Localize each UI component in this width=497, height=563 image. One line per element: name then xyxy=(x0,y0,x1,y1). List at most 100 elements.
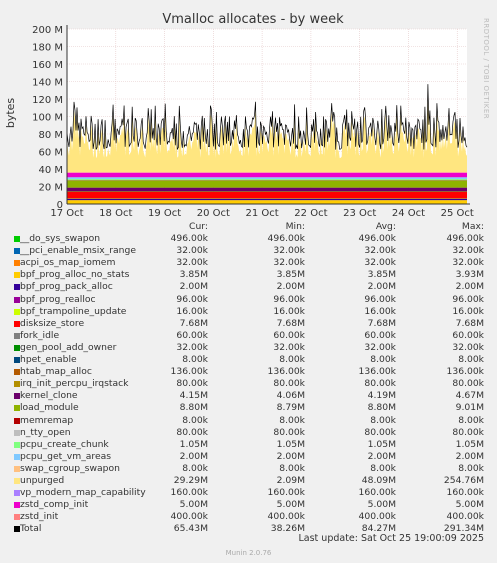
legend-avg: 32.00k xyxy=(364,257,396,269)
x-tick-label: 23 Oct xyxy=(343,208,376,219)
legend-min: 32.00k xyxy=(273,341,305,353)
legend-min: 96.00k xyxy=(273,293,305,305)
legend-swatch xyxy=(14,441,20,448)
legend-max: 400.00k xyxy=(446,511,484,523)
legend-avg: 32.00k xyxy=(364,341,396,353)
legend-row: kernel_clone 4.15M 4.06M 4.19M 4.67M xyxy=(0,390,497,402)
legend-max: 160.00k xyxy=(446,487,484,499)
legend-name: hpet_enable xyxy=(20,354,77,366)
munin-version: Munin 2.0.76 xyxy=(225,549,272,557)
legend-max: 32.00k xyxy=(452,341,484,353)
legend-cur: 2.00M xyxy=(179,450,208,462)
legend-name: htab_map_alloc xyxy=(20,366,92,378)
header-cur: Cur: xyxy=(189,221,208,232)
legend-avg: 8.00k xyxy=(370,414,396,426)
legend-cur: 3.85M xyxy=(179,269,208,281)
band-load_module xyxy=(67,179,467,188)
legend-max: 32.00k xyxy=(452,257,484,269)
legend-name: Total xyxy=(20,523,42,535)
legend-row: memremap 8.00k 8.00k 8.00k 8.00k xyxy=(0,415,497,427)
legend-row: bpf_prog_alloc_no_stats 3.85M 3.85M 3.85M 3.… xyxy=(0,269,497,281)
x-tick-label: 20 Oct xyxy=(197,208,230,219)
legend-max: 2.00M xyxy=(455,281,484,293)
band-bpf_prog_pack_alloc xyxy=(67,198,467,201)
legend-table: Cur: Min: Avg: Max: __do_sys_swapon 496.0… xyxy=(0,221,497,535)
header-max: Max: xyxy=(461,221,484,232)
legend-min: 400.00k xyxy=(267,511,305,523)
legend-name: pcpu_get_vm_areas xyxy=(20,450,112,462)
legend-cur: 60.00k xyxy=(176,329,208,341)
y-tick-label: 80 M xyxy=(38,130,63,141)
legend-name: kernel_clone xyxy=(20,390,78,402)
band-pcpu_create_chunk xyxy=(67,178,467,180)
header-min: Min: xyxy=(285,221,305,232)
legend-min: 1.05M xyxy=(276,438,305,450)
legend-max: 80.00k xyxy=(452,426,484,438)
x-tick-label: 25 Oct xyxy=(441,208,474,219)
legend-avg: 60.00k xyxy=(364,329,396,341)
legend-min: 136.00k xyxy=(267,366,305,378)
legend-name: memremap xyxy=(20,414,74,426)
legend-min: 32.00k xyxy=(273,245,305,257)
band-zstd_comp_init xyxy=(67,172,467,178)
axis-ticks: 0 20 M 40 M 60 M 80 M 100 M 120 M 140 M 160 M 180… xyxy=(32,25,474,219)
legend-avg: 136.00k xyxy=(358,366,396,378)
legend-max: 96.00k xyxy=(452,293,484,305)
legend-avg: 4.19M xyxy=(367,390,396,402)
y-tick-label: 20 M xyxy=(38,183,63,194)
y-tick-label: 60 M xyxy=(38,148,63,159)
legend-name: acpi_os_map_iomem xyxy=(20,257,116,269)
legend-row: disksize_store 7.68M 7.68M 7.68M 7.68M xyxy=(0,318,497,330)
legend-name: fork_idle xyxy=(20,329,60,341)
legend-header: Cur: Min: Avg: Max: xyxy=(0,221,497,233)
legend-min: 80.00k xyxy=(273,378,305,390)
legend-cur: 496.00k xyxy=(170,233,208,245)
legend-cur: 160.00k xyxy=(170,487,208,499)
legend-avg: 8.00k xyxy=(370,354,396,366)
legend-min: 32.00k xyxy=(273,257,305,269)
legend-name: disksize_store xyxy=(20,317,85,329)
legend-swatch xyxy=(14,308,20,315)
legend-max: 1.05M xyxy=(455,438,484,450)
legend-min: 2.00M xyxy=(276,450,305,462)
legend-min: 160.00k xyxy=(267,487,305,499)
legend-cur: 5.00M xyxy=(179,499,208,511)
y-tick-label: 120 M xyxy=(32,95,63,106)
legend-avg: 2.00M xyxy=(367,450,396,462)
legend-cur: 8.00k xyxy=(182,462,208,474)
legend-name: unpurged xyxy=(20,474,65,486)
legend-max: 16.00k xyxy=(452,305,484,317)
x-tick-label: 24 Oct xyxy=(392,208,425,219)
legend-swatch xyxy=(14,453,20,460)
y-tick-label: 40 M xyxy=(38,165,63,176)
legend-avg: 2.00M xyxy=(367,281,396,293)
legend-cur: 32.00k xyxy=(176,341,208,353)
legend-row: __pci_enable_msix_range 32.00k 32.00k 32.00… xyxy=(0,245,497,257)
legend-cur: 65.43M xyxy=(173,523,208,535)
legend-swatch xyxy=(14,369,20,376)
legend-min: 4.06M xyxy=(276,390,305,402)
y-tick-label: 180 M xyxy=(32,43,63,54)
legend-avg: 3.85M xyxy=(367,269,396,281)
y-axis-label: bytes xyxy=(4,98,17,129)
legend-name: zstd_init xyxy=(20,511,59,523)
x-tick-label: 21 Oct xyxy=(246,208,279,219)
legend-avg: 8.00k xyxy=(370,462,396,474)
y-tick-label: 140 M xyxy=(32,78,63,89)
legend-min: 2.00M xyxy=(276,281,305,293)
legend-min: 7.68M xyxy=(276,317,305,329)
legend-swatch xyxy=(14,381,20,388)
legend-row: bpf_prog_realloc 96.00k 96.00k 96.00k 96.00k xyxy=(0,294,497,306)
legend-min: 16.00k xyxy=(273,305,305,317)
y-tick-label: 200 M xyxy=(32,25,63,36)
legend-avg: 160.00k xyxy=(358,487,396,499)
chart-area: Vmalloc allocates - by week bytes RRDTOO… xyxy=(4,12,490,219)
x-tick-label: 22 Oct xyxy=(294,208,327,219)
legend-max: 80.00k xyxy=(452,378,484,390)
legend-max: 136.00k xyxy=(446,366,484,378)
legend-row: bpf_trampoline_update 16.00k 16.00k 16.00k 1… xyxy=(0,306,497,318)
legend-avg: 80.00k xyxy=(364,378,396,390)
legend-avg: 32.00k xyxy=(364,245,396,257)
legend-min: 80.00k xyxy=(273,426,305,438)
legend-max: 4.67M xyxy=(455,390,484,402)
